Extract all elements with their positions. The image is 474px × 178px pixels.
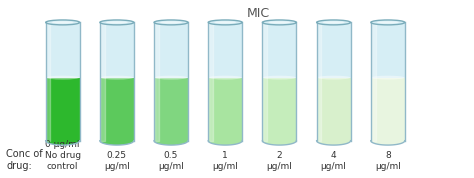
- Ellipse shape: [160, 21, 182, 23]
- Text: 0 µg/ml
No drug
control: 0 µg/ml No drug control: [45, 140, 81, 171]
- FancyBboxPatch shape: [263, 22, 296, 78]
- FancyBboxPatch shape: [317, 78, 351, 141]
- Ellipse shape: [317, 136, 351, 145]
- Ellipse shape: [154, 20, 188, 25]
- Ellipse shape: [52, 21, 73, 23]
- Ellipse shape: [154, 76, 188, 80]
- Text: Conc of
drug:: Conc of drug:: [6, 149, 43, 171]
- Ellipse shape: [106, 21, 128, 23]
- FancyBboxPatch shape: [100, 22, 134, 78]
- Ellipse shape: [263, 136, 296, 145]
- Text: 0.25
µg/ml: 0.25 µg/ml: [104, 151, 130, 171]
- FancyBboxPatch shape: [46, 22, 80, 78]
- Ellipse shape: [100, 76, 134, 80]
- Ellipse shape: [208, 136, 242, 145]
- FancyBboxPatch shape: [100, 78, 134, 141]
- Ellipse shape: [100, 136, 134, 145]
- Ellipse shape: [317, 20, 351, 25]
- Text: 0.5
µg/ml: 0.5 µg/ml: [158, 151, 184, 171]
- FancyBboxPatch shape: [208, 22, 242, 78]
- Ellipse shape: [46, 20, 80, 25]
- Ellipse shape: [46, 76, 80, 80]
- Ellipse shape: [371, 20, 405, 25]
- Text: 8
µg/ml: 8 µg/ml: [375, 151, 401, 171]
- Ellipse shape: [214, 21, 236, 23]
- Text: MIC: MIC: [246, 7, 270, 20]
- FancyBboxPatch shape: [371, 78, 405, 141]
- FancyBboxPatch shape: [208, 78, 242, 141]
- Ellipse shape: [371, 136, 405, 145]
- FancyBboxPatch shape: [154, 22, 188, 78]
- Ellipse shape: [377, 21, 399, 23]
- Ellipse shape: [46, 136, 80, 145]
- Ellipse shape: [208, 20, 242, 25]
- Ellipse shape: [208, 76, 242, 80]
- Text: 1
µg/ml: 1 µg/ml: [212, 151, 238, 171]
- FancyBboxPatch shape: [154, 78, 188, 141]
- Text: 4
µg/ml: 4 µg/ml: [321, 151, 346, 171]
- Ellipse shape: [371, 76, 405, 80]
- Text: 2
µg/ml: 2 µg/ml: [266, 151, 292, 171]
- Ellipse shape: [263, 76, 296, 80]
- Ellipse shape: [263, 20, 296, 25]
- Ellipse shape: [323, 21, 345, 23]
- Ellipse shape: [268, 21, 291, 23]
- FancyBboxPatch shape: [371, 22, 405, 78]
- Ellipse shape: [154, 136, 188, 145]
- Ellipse shape: [100, 20, 134, 25]
- FancyBboxPatch shape: [263, 78, 296, 141]
- FancyBboxPatch shape: [317, 22, 351, 78]
- FancyBboxPatch shape: [46, 78, 80, 141]
- Ellipse shape: [317, 76, 351, 80]
